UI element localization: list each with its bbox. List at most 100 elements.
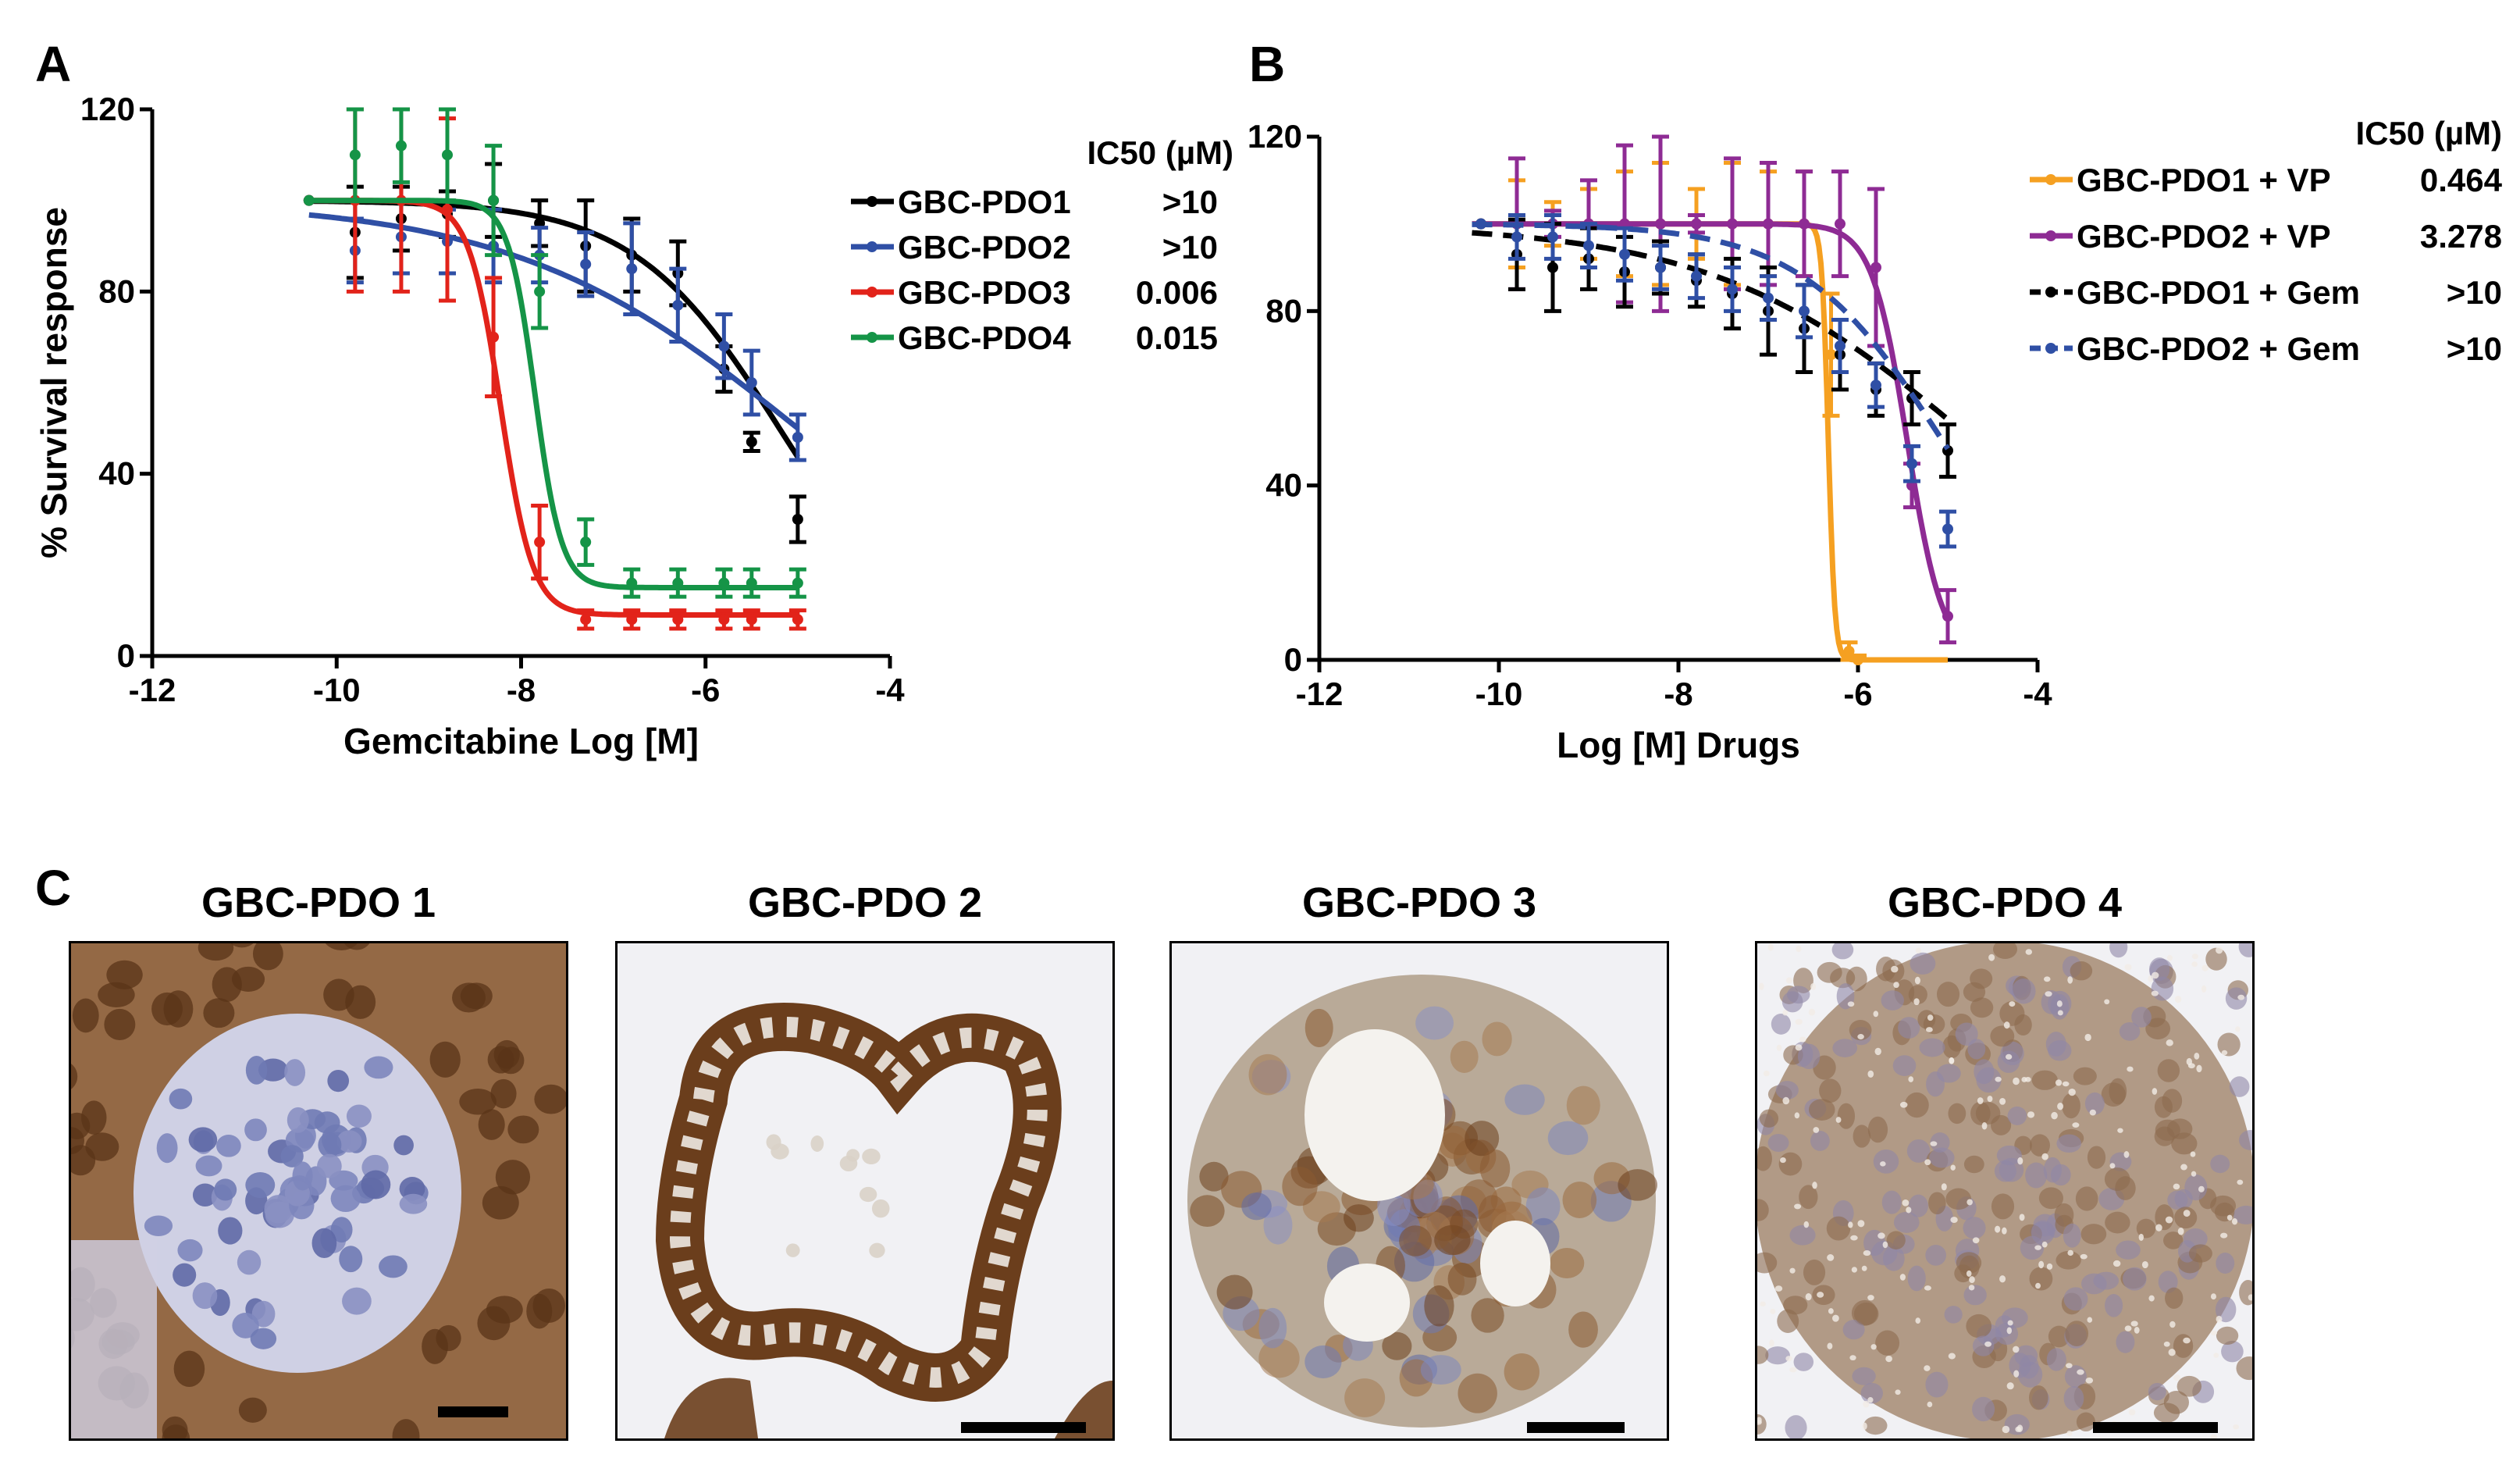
cell [1450, 1040, 1479, 1073]
cell [1970, 1101, 1991, 1125]
ihc-image-2 [615, 941, 1115, 1441]
membrane-gap [1808, 1008, 1816, 1016]
cell [1944, 1306, 1963, 1324]
panel-letter-a: A [35, 36, 72, 92]
membrane-gap [2173, 1183, 2180, 1190]
cell [1996, 1145, 2022, 1166]
chart-a-legend-ic50-3: 0.015 [1136, 319, 1218, 356]
cell [1875, 1330, 1900, 1356]
chart-a-y-axis-label: % Survival response [34, 207, 74, 558]
cell [2084, 1092, 2105, 1115]
chart-b-y-tick-label: 40 [1265, 467, 1302, 504]
cell [1504, 1353, 1539, 1391]
cell [1765, 1346, 1790, 1365]
cell [2238, 943, 2252, 957]
membrane-gap [1891, 965, 1899, 973]
cell [2002, 1307, 2028, 1328]
cell [2171, 1132, 2198, 1155]
cell [1568, 1311, 1598, 1348]
chart-a: 0 40 80 120 -12 -10 -8 -6 -4 Gemcitabine Log [M]%… [34, 91, 1233, 761]
chart-a-series-1-point [626, 263, 638, 275]
stained-nucleus [459, 1089, 497, 1115]
chart-a-legend-ic50-2: 0.006 [1136, 274, 1218, 311]
cell [1304, 1008, 1333, 1047]
membrane-gap [2173, 1374, 2181, 1381]
cell [1757, 1252, 1778, 1274]
cell [2109, 1078, 2127, 1105]
membrane-gap [1862, 1422, 1867, 1430]
membrane-gap [2166, 1039, 2173, 1046]
membrane-gap [2046, 1263, 2053, 1270]
membrane-gap [1779, 1157, 1786, 1164]
membrane-gap [2056, 1000, 2063, 1007]
membrane-gap [2066, 1363, 2073, 1369]
cell [2063, 1386, 2084, 1411]
chart-b-series-3-point [1691, 270, 1702, 282]
membrane-gap [2248, 1294, 2252, 1301]
panel-letter-c: C [35, 860, 72, 916]
membrane-gap [1906, 1207, 1912, 1214]
membrane-gap [2006, 1327, 2013, 1335]
chart-a-series-1-point [746, 377, 757, 388]
membrane-gap [2068, 1088, 2076, 1096]
nucleus [330, 1185, 361, 1213]
cell [1424, 1285, 1454, 1327]
cell [1258, 1307, 1287, 1349]
membrane-gap [2168, 1349, 2176, 1356]
cell [1974, 1059, 1995, 1085]
chart-b-series-3-point [1655, 262, 1666, 273]
chart-a-legend-marker-1 [867, 241, 877, 252]
cell [2056, 1250, 2081, 1270]
membrane-gap [1873, 1011, 1879, 1018]
chart-b-series-3-point [1511, 231, 1522, 243]
chart-a-series-2-point [718, 614, 730, 626]
chart-a-series-3-point [395, 140, 407, 151]
membrane-gap [2051, 1111, 2058, 1120]
membrane-gap [1867, 1397, 1874, 1403]
chart-a-series-3-fit-line [308, 198, 798, 590]
membrane-gap [2187, 1063, 2195, 1069]
chart-b-x-tick-label: -10 [1475, 675, 1523, 712]
cell [1241, 1192, 1272, 1221]
cell [1450, 1209, 1479, 1239]
membrane-gap [2080, 1253, 2088, 1260]
ihc-title-3: GBC-PDO 3 [1301, 879, 1537, 926]
membrane-gap [2216, 946, 2223, 954]
cell [1757, 1199, 1769, 1221]
nucleus [339, 1246, 363, 1273]
membrane-gap [2191, 1171, 2197, 1177]
chart-a-series-1-fit-line [308, 212, 800, 431]
chart-b-series-1-point [1870, 262, 1881, 273]
membrane-gap [2177, 1227, 2184, 1235]
cell [2177, 1375, 2202, 1397]
cell [1438, 1125, 1471, 1160]
cell [2104, 1167, 2130, 1191]
cell [1925, 1371, 1949, 1398]
nucleus [237, 1249, 262, 1275]
membrane-gap [1776, 1044, 1782, 1051]
cell [1809, 1099, 1835, 1121]
cell [2157, 1059, 2180, 1082]
nucleus [311, 1228, 337, 1259]
cell [2122, 1267, 2147, 1291]
stained-nucleus [231, 966, 265, 993]
cell [1846, 966, 1867, 992]
cell [1767, 1134, 1789, 1152]
membrane-gap [1930, 1141, 1938, 1146]
membrane-gap [1949, 1057, 1955, 1064]
chart-a-series-3-point [303, 194, 315, 206]
stained-nucleus [203, 998, 235, 1028]
chart-a-y-tick-label: 80 [98, 273, 135, 309]
membrane-gap [1999, 1098, 2006, 1105]
chart-b-series-3-point [1799, 305, 1810, 317]
cell [1778, 1152, 1803, 1176]
membrane-gap [2085, 1377, 2094, 1384]
nucleus [399, 1193, 428, 1214]
cell [1504, 1084, 1545, 1115]
cell [2019, 1355, 2039, 1379]
cell [1482, 1021, 1512, 1057]
membrane-gap [2015, 1426, 2021, 1432]
cell [2216, 1326, 2239, 1346]
membrane-gap [2196, 1064, 2202, 1073]
chart-a-x-tick-label: -12 [129, 672, 176, 708]
